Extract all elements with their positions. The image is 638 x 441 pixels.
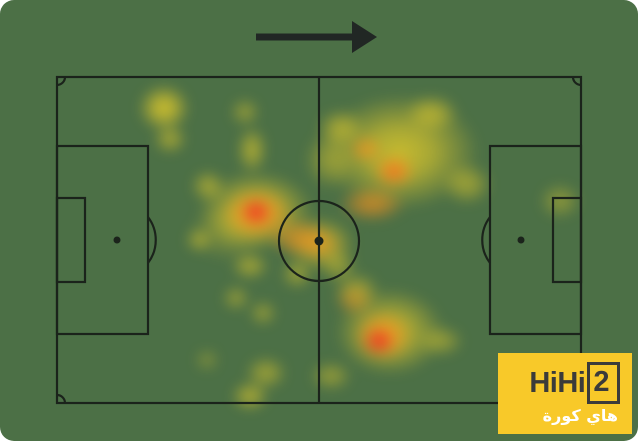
goal-area-right [551,196,583,284]
hihi2-watermark: HiHi 2 هاي كورة [498,353,632,434]
center-circle [277,199,361,283]
logo-boxed-2: 2 [587,362,620,405]
penalty-area-right [488,144,583,336]
logo-arabic-subtitle: هاي كورة [542,406,618,426]
penalty-spot-right [517,236,525,244]
goal-area-left [55,196,87,284]
corner-arc-top-left [56,76,67,87]
penalty-spot-left [113,236,121,244]
center-spot [314,236,324,246]
corner-arc-bottom-left [56,393,67,404]
logo-wordmark: HiHi 2 [529,362,620,405]
penalty-arc-right [481,216,491,264]
arrow-right-icon [256,21,377,53]
corner-arc-top-right [571,76,582,87]
penalty-area-left [55,144,150,336]
penalty-arc-left [147,216,157,264]
logo-text-main: HiHi [529,366,586,399]
attack-direction-arrow [256,21,377,53]
